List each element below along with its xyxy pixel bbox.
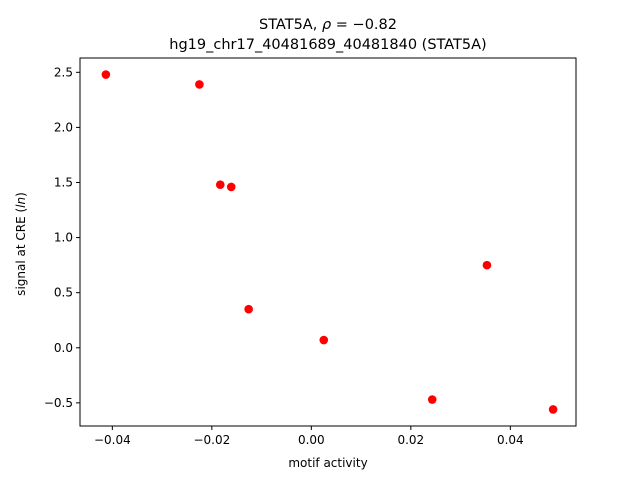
y-axis-label: signal at CRE (ln) (14, 192, 28, 296)
y-tick-label: 1.0 (54, 231, 73, 245)
data-points (101, 70, 558, 414)
y-tick-label: 0.0 (54, 341, 73, 355)
data-point (195, 80, 204, 89)
y-tick-label: 2.0 (54, 120, 73, 134)
y-tick-label: 1.5 (54, 176, 73, 190)
axes-frame (79, 57, 577, 427)
plot-area: −0.04 −0.02 0.00 0.02 0.04 −0.5 0.0 0.5 1.0 1.5 2… (44, 57, 577, 447)
data-point (548, 405, 558, 414)
data-point (101, 70, 111, 79)
y-axis-ticks: −0.5 0.0 0.5 1.0 1.5 2.0 2.5 (44, 65, 80, 410)
y-tick-label: 0.5 (54, 286, 73, 300)
chart-title: STAT5A, ρ = −0.82 (259, 17, 397, 33)
x-axis-label: motif activity (288, 456, 367, 470)
x-tick-label: −0.04 (94, 433, 131, 447)
x-axis-ticks: −0.04 −0.02 0.00 0.02 0.04 (94, 426, 524, 447)
data-point (427, 395, 437, 404)
y-tick-label: 2.5 (54, 65, 73, 79)
x-tick-label: 0.02 (397, 433, 424, 447)
chart-subtitle: hg19_chr17_40481689_40481840 (STAT5A) (169, 37, 486, 53)
y-tick-label: −0.5 (44, 396, 73, 410)
x-tick-label: 0.00 (298, 433, 325, 447)
data-point (482, 260, 492, 270)
x-tick-label: −0.02 (193, 433, 230, 447)
data-point (226, 182, 236, 192)
x-tick-label: 0.04 (497, 433, 524, 447)
data-point (319, 335, 329, 345)
data-point (244, 304, 253, 314)
data-point (215, 180, 225, 190)
